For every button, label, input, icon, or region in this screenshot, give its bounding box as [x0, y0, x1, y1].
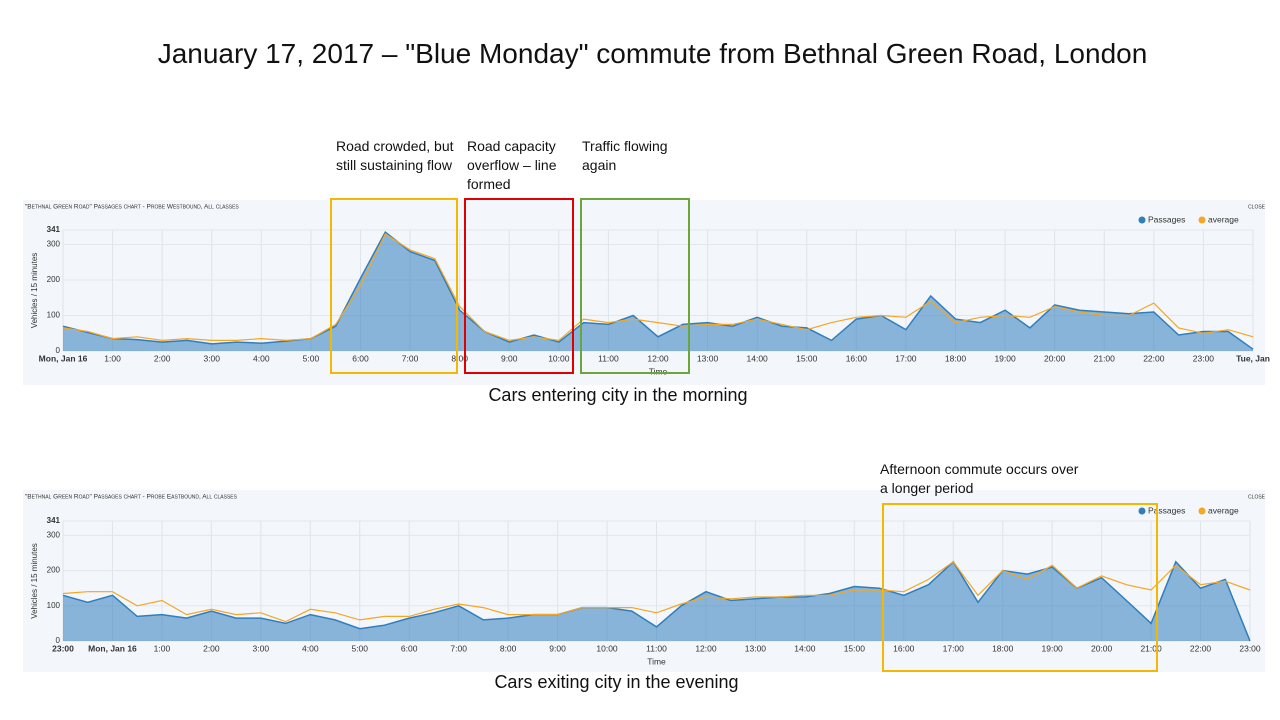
legend-marker[interactable]: [1138, 507, 1146, 515]
x-tick-label: Mon, Jan 16: [88, 643, 137, 653]
x-tick-label: 5:00: [351, 643, 368, 653]
chart-header: "Bethnal Green Road" Passages chart - Pr…: [25, 494, 238, 501]
x-tick-label: 18:00: [945, 353, 967, 363]
chart-header: "Bethnal Green Road" Passages chart - Pr…: [25, 204, 239, 211]
y-tick-label: 341: [47, 225, 61, 234]
y-tick-label: 300: [47, 531, 61, 540]
x-tick-label: 10:00: [596, 643, 618, 653]
y-tick-label: 0: [56, 636, 61, 645]
x-tick-label: 5:00: [303, 353, 320, 363]
y-tick-label: 200: [47, 566, 61, 575]
annotation-text: Road capacity overflow – line formed: [467, 138, 557, 192]
series-line: [62, 233, 1254, 342]
x-tick-label: 10:00: [548, 353, 570, 363]
x-tick-label: 12:00: [695, 643, 717, 653]
x-tick-label: 8:00: [500, 643, 517, 653]
x-tick-label: 18:00: [992, 643, 1014, 653]
x-tick-label: 13:00: [697, 353, 719, 363]
y-tick-label: 341: [47, 516, 61, 525]
x-tick-label: 15:00: [844, 643, 866, 653]
x-tick-label: 9:00: [549, 643, 566, 653]
x-tick-label: 21:00: [1140, 643, 1162, 653]
y-tick-label: 100: [47, 311, 61, 320]
close-button[interactable]: close: [1248, 204, 1266, 211]
y-tick-label: 300: [47, 240, 61, 249]
y-tick-label: 100: [47, 601, 61, 610]
area-fill: [63, 561, 1250, 641]
x-tick-label: 3:00: [203, 353, 220, 363]
x-tick-label: 20:00: [1044, 353, 1066, 363]
y-axis-title: Vehicles / 15 minutes: [30, 253, 39, 329]
legend-label[interactable]: Passages: [1148, 505, 1185, 515]
x-tick-label: 3:00: [253, 643, 270, 653]
annotation-box: [882, 503, 1158, 672]
series-line: [62, 560, 1251, 623]
annotation-text: Traffic flowing again: [582, 138, 668, 173]
area-fill: [63, 232, 1253, 351]
chart-caption: Cars entering city in the morning: [488, 385, 748, 405]
x-axis-title: Time: [649, 366, 668, 376]
x-tick-label: 2:00: [203, 643, 220, 653]
annotation-box: [330, 198, 458, 374]
annotation-box: [464, 198, 574, 374]
x-tick-label: 21:00: [1094, 353, 1116, 363]
x-tick-label: 9:00: [501, 353, 518, 363]
series-line: [62, 560, 1251, 642]
x-tick-label: 17:00: [895, 353, 917, 363]
x-tick-label: 16:00: [846, 353, 868, 363]
x-axis-title: Time: [647, 656, 666, 666]
x-tick-label: 2:00: [154, 353, 171, 363]
close-button[interactable]: close: [1248, 494, 1266, 501]
x-tick-label: 22:00: [1190, 643, 1212, 653]
x-tick-label: 6:00: [401, 643, 418, 653]
legend-label[interactable]: average: [1208, 214, 1239, 224]
x-tick-label: 6:00: [352, 353, 369, 363]
x-tick-label: 12:00: [647, 353, 669, 363]
x-tick-label: 23:00: [52, 643, 74, 653]
legend-label[interactable]: Passages: [1148, 214, 1185, 224]
x-tick-label: 8:00: [451, 353, 468, 363]
legend-marker[interactable]: [1138, 216, 1146, 224]
x-tick-label: 14:00: [794, 643, 816, 653]
x-tick-label: 17:00: [943, 643, 965, 653]
x-tick-label: 11:00: [646, 643, 667, 653]
x-tick-label: 22:00: [1143, 353, 1165, 363]
x-tick-label: 20:00: [1091, 643, 1113, 653]
y-tick-label: 0: [56, 346, 61, 355]
annotation-text: Road crowded, but still sustaining flow: [336, 138, 454, 173]
x-tick-label: 13:00: [745, 643, 767, 653]
x-tick-label: Tue, Jan: [1236, 353, 1270, 363]
x-tick-label: 14:00: [747, 353, 769, 363]
slide-title: January 17, 2017 – "Blue Monday" commute…: [157, 38, 1148, 69]
x-tick-label: 19:00: [994, 353, 1016, 363]
x-tick-label: 23:00: [1239, 643, 1261, 653]
y-tick-label: 200: [47, 275, 61, 284]
x-tick-label: 1:00: [154, 643, 171, 653]
legend-label[interactable]: average: [1208, 505, 1239, 515]
x-tick-label: 16:00: [893, 643, 915, 653]
x-tick-label: 23:00: [1193, 353, 1215, 363]
x-tick-label: 7:00: [402, 353, 419, 363]
series-line: [62, 230, 1254, 350]
x-tick-label: 4:00: [253, 353, 270, 363]
chart-panel: [23, 200, 1265, 385]
x-tick-label: 15:00: [796, 353, 818, 363]
legend-marker[interactable]: [1198, 507, 1206, 515]
y-axis-title: Vehicles / 15 minutes: [30, 543, 39, 619]
x-tick-label: 7:00: [450, 643, 467, 653]
x-tick-label: 4:00: [302, 643, 319, 653]
x-tick-label: 1:00: [104, 353, 121, 363]
x-tick-label: 11:00: [598, 353, 619, 363]
legend-marker[interactable]: [1198, 216, 1206, 224]
annotation-text: Afternoon commute occurs over a longer p…: [880, 461, 1079, 496]
x-tick-label: 19:00: [1042, 643, 1064, 653]
x-tick-label: Mon, Jan 16: [39, 353, 88, 363]
chart-caption: Cars exiting city in the evening: [494, 672, 739, 692]
annotation-box: [580, 198, 690, 374]
